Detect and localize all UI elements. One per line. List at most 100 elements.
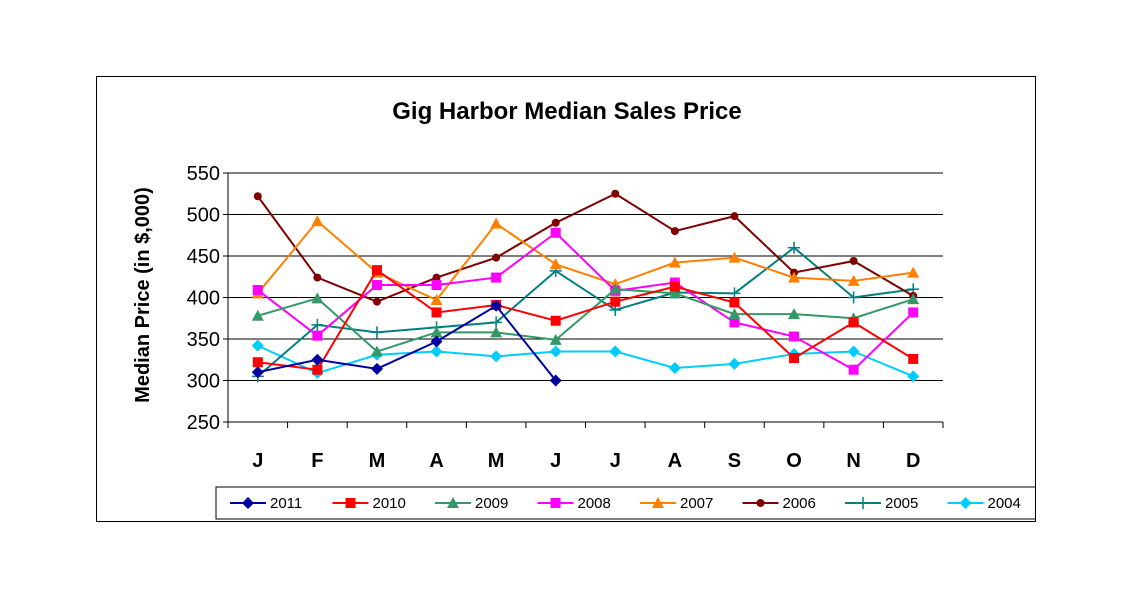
data-point [371, 265, 382, 276]
legend: 2011 2010 2009 2008 2007 2006 2005 2004 [215, 486, 1035, 520]
data-point [491, 272, 502, 283]
data-point [252, 357, 263, 368]
data-point [430, 345, 443, 358]
data-point [729, 317, 740, 328]
data-point [959, 497, 972, 509]
y-tick-label: 400 [187, 288, 220, 310]
data-point [908, 307, 919, 318]
data-point [490, 299, 503, 312]
data-point [550, 227, 561, 238]
series-line [256, 192, 914, 303]
y-tick-label: 250 [187, 412, 220, 434]
data-point [551, 218, 560, 227]
series-2006 [253, 189, 918, 306]
series-line [257, 231, 914, 371]
chart-title: Gig Harbor Median Sales Price [392, 98, 741, 125]
series-line [257, 219, 914, 302]
data-point [609, 283, 622, 295]
data-point [756, 499, 765, 507]
legend-item-2011: 2011 [230, 495, 302, 512]
y-tick-label: 550 [187, 163, 220, 185]
data-point [788, 308, 801, 320]
series-line [257, 304, 557, 382]
data-point [430, 335, 443, 348]
data-point [652, 497, 664, 508]
legend-label: 2008 [578, 495, 611, 512]
x-tick-label: M [369, 450, 386, 472]
x-tick-label: D [906, 450, 920, 472]
data-point [847, 274, 860, 286]
x-tick-label: J [252, 450, 263, 472]
x-tick-label: M [488, 450, 505, 472]
data-point [848, 364, 859, 375]
data-point [550, 315, 561, 326]
x-tick-label: O [786, 450, 802, 472]
data-point [611, 189, 620, 198]
y-tick-label: 350 [187, 329, 220, 351]
data-point [312, 364, 323, 375]
legend-item-2005: 2005 [845, 495, 918, 512]
data-point [492, 253, 501, 262]
data-point [728, 251, 741, 263]
legend-label: 2007 [680, 495, 713, 512]
legend-item-2004: 2004 [947, 495, 1021, 512]
x-tick-label: J [610, 450, 621, 472]
legend-label: 2009 [475, 495, 508, 512]
data-point [729, 297, 740, 308]
data-point [430, 293, 443, 305]
data-point [728, 357, 741, 370]
data-point [789, 353, 800, 364]
series-2011 [251, 299, 562, 387]
series-2009 [251, 283, 920, 357]
data-point [371, 280, 382, 291]
data-point [252, 285, 263, 296]
data-point [549, 374, 562, 387]
legend-label: 2004 [988, 495, 1021, 512]
data-point [609, 345, 622, 358]
data-point [788, 271, 801, 283]
data-point [345, 498, 356, 508]
series-2010 [252, 265, 919, 375]
legend-item-2006: 2006 [742, 495, 816, 512]
y-tick-label: 450 [187, 246, 220, 268]
data-point [311, 292, 324, 304]
x-tick-label: A [668, 450, 682, 472]
series-2007 [251, 215, 920, 305]
data-point [668, 362, 681, 375]
series-2005 [251, 241, 920, 383]
data-point [447, 497, 459, 508]
data-point [907, 266, 920, 278]
x-tick-label: A [429, 450, 443, 472]
data-point [490, 217, 503, 229]
data-point [430, 326, 443, 338]
y-tick-label: 500 [187, 205, 220, 227]
gridlines [228, 172, 943, 381]
data-point [313, 273, 322, 282]
data-point [251, 309, 264, 321]
data-point [372, 297, 381, 306]
data-point [251, 366, 264, 379]
data-point [730, 212, 739, 221]
data-point [728, 308, 741, 320]
y-axis-label: Median Price (in $,000) [132, 187, 154, 403]
data-point [847, 345, 860, 358]
data-point [431, 307, 442, 318]
data-point [490, 326, 503, 338]
data-point [670, 227, 679, 236]
series-lines [251, 189, 920, 387]
data-point [907, 293, 920, 305]
data-point [253, 192, 262, 201]
legend-label: 2010 [373, 495, 406, 512]
data-point [312, 330, 323, 341]
data-point [549, 333, 562, 345]
data-point [370, 345, 383, 357]
data-point [668, 287, 681, 299]
data-point [908, 353, 919, 364]
data-point [668, 256, 681, 268]
legend-item-2008: 2008 [537, 495, 611, 512]
data-point [490, 350, 503, 363]
series-2004 [251, 339, 920, 383]
series-line [257, 344, 914, 378]
axes: 250 300 350 400 450 500 550 J F M A M J J A S O N D [187, 163, 944, 472]
data-point [857, 497, 869, 509]
